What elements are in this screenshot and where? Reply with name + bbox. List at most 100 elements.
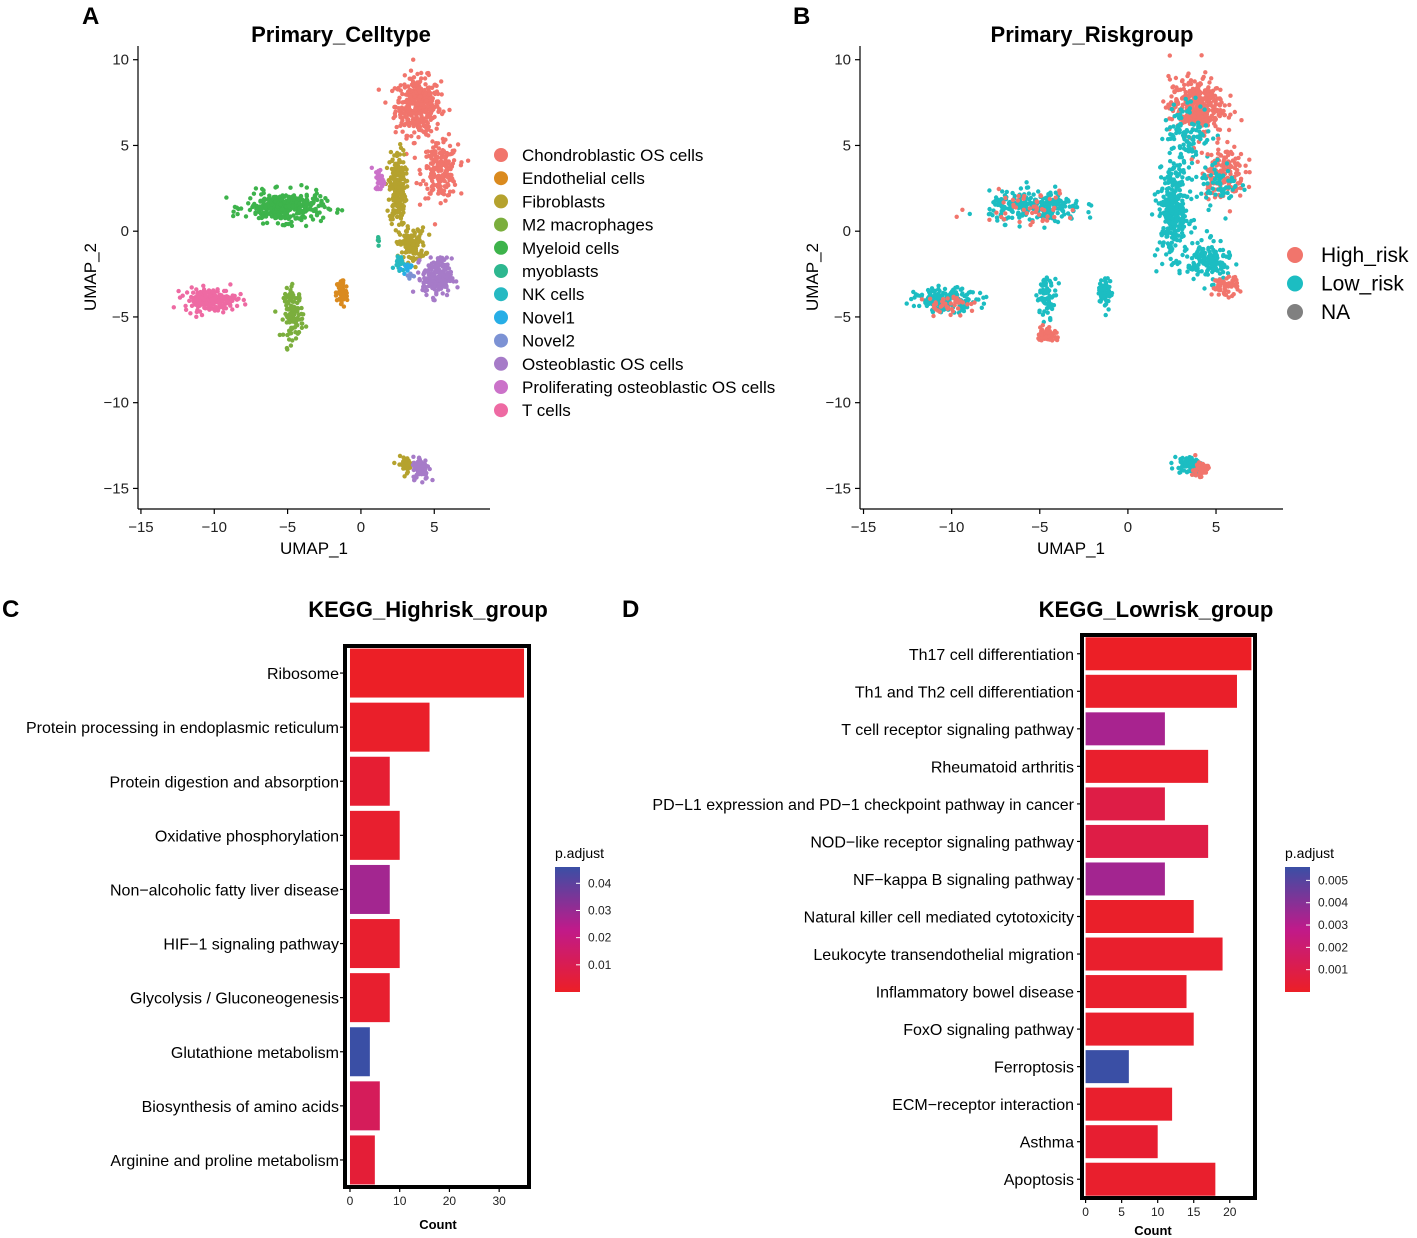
bar [1085,712,1165,746]
umap-point [1160,136,1165,142]
umap-point [1010,190,1015,196]
umap-point [1167,53,1173,58]
umap-point [212,308,218,313]
umap-point [1042,309,1047,314]
umap-point [1171,161,1176,166]
umap-point [423,91,428,96]
umap-point [286,203,292,209]
umap-point [251,191,257,196]
umap-point [1189,256,1195,261]
umap-point [212,290,217,295]
umap-point [394,170,400,175]
umap-point [431,297,436,303]
umap-point [1180,109,1185,114]
legend-label: Low_risk [1321,273,1404,296]
umap-point [326,206,331,211]
umap-point [999,197,1004,202]
umap-point [1216,292,1222,297]
umap-point [1024,180,1029,185]
umap-point [194,314,199,319]
umap-point [1242,187,1247,192]
umap-point [428,255,433,260]
umap-point [436,191,441,196]
umap-point [1182,132,1188,137]
umap-point [1194,194,1200,199]
umap-point [312,193,318,198]
umap-point [310,196,316,201]
umap-point [293,216,298,221]
umap-point [1103,280,1109,285]
umap-point [344,290,349,296]
umap-point [1192,107,1197,112]
umap-point [1227,209,1233,214]
umap-point [1196,262,1201,267]
legend-label: Novel1 [522,308,575,327]
umap-point [1171,134,1176,139]
umap-point [1195,464,1200,470]
bar [349,973,390,1023]
umap-point [303,324,309,329]
umap-point [184,290,190,295]
umap-point [445,288,451,293]
umap-point [429,153,434,158]
panel-c-colorbar: 0.04 0.03 0.02 0.01 [555,867,612,992]
umap-point [1036,212,1042,217]
umap-point [421,178,426,183]
category-label: Apoptosis [1004,1172,1074,1189]
umap-point [411,83,416,88]
umap-point [401,173,406,179]
umap-point [436,166,442,171]
umap-point [1168,125,1173,130]
umap-point [933,300,938,305]
umap-point [391,208,396,213]
umap-point [314,187,319,193]
umap-point [338,301,344,307]
umap-point [1240,183,1246,188]
umap-point [1049,332,1054,338]
colorbar-tick-label: 0.005 [1318,873,1348,887]
umap-point [1191,134,1197,139]
umap-point [397,166,402,171]
umap-point [455,285,460,290]
umap-point [201,283,206,288]
umap-point [1164,207,1169,212]
umap-point [969,308,975,313]
umap-point [430,160,435,166]
umap-point [923,299,928,304]
umap-point [437,150,443,156]
umap-point [1010,197,1016,203]
umap-point [411,249,416,254]
umap-point [1228,282,1234,288]
umap-point [266,196,271,201]
umap-point [1169,466,1175,471]
umap-point [1211,136,1216,141]
umap-point [283,193,289,198]
umap-point [1099,278,1104,283]
umap-point [435,121,440,127]
umap-point [1189,177,1195,182]
umap-point [1206,245,1211,251]
umap-point [1180,217,1185,222]
umap-point [447,189,453,194]
category-label: Th17 cell differentiation [909,647,1074,664]
umap-point [444,266,449,271]
umap-point [216,306,221,311]
umap-point [238,291,243,297]
umap-point [1237,180,1243,186]
y-tick-label: 5 [843,137,851,154]
umap-point [445,262,450,267]
umap-point [408,93,413,99]
umap-point [334,298,340,303]
umap-point [397,239,402,244]
colorbar-tick-label: 0.04 [588,876,612,890]
umap-point [258,199,263,204]
umap-point [948,312,953,318]
umap-point [1099,283,1104,288]
umap-point [398,198,403,203]
umap-point [187,298,192,303]
umap-point [214,294,219,299]
umap-point [1177,122,1183,127]
umap-point [1213,265,1219,271]
category-label: Natural killer cell mediated cytotoxicit… [804,910,1074,927]
umap-point [419,117,424,123]
